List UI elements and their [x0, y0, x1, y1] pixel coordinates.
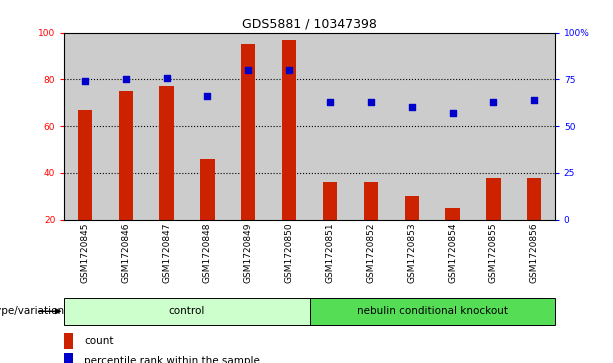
Point [162, 75, 172, 81]
Bar [228, 33, 268, 220]
Bar [200, 159, 215, 220]
Bar [146, 33, 187, 220]
Text: nebulin conditional knockout: nebulin conditional knockout [357, 306, 508, 316]
Point [202, 93, 212, 99]
Bar [323, 182, 337, 220]
Bar [473, 33, 514, 220]
Text: control: control [169, 306, 205, 316]
Bar [405, 196, 419, 220]
Point [366, 99, 376, 105]
Point [80, 78, 89, 84]
Text: percentile rank within the sample: percentile rank within the sample [84, 356, 260, 363]
Bar [527, 178, 541, 220]
Point [530, 97, 539, 103]
Bar [64, 333, 73, 350]
Bar [159, 86, 173, 220]
Point [243, 67, 253, 73]
Bar [64, 353, 73, 363]
Bar [446, 208, 460, 220]
Text: genotype/variation: genotype/variation [0, 306, 64, 316]
Bar [432, 33, 473, 220]
Point [447, 110, 457, 116]
Point [325, 99, 335, 105]
Bar [310, 33, 351, 220]
Bar [351, 33, 391, 220]
Title: GDS5881 / 10347398: GDS5881 / 10347398 [242, 17, 377, 30]
Bar [486, 178, 501, 220]
Bar [118, 91, 133, 220]
Bar [282, 40, 296, 220]
Bar [268, 33, 310, 220]
Bar [310, 298, 555, 325]
Bar [64, 298, 310, 325]
Bar [187, 33, 228, 220]
Bar [514, 33, 555, 220]
Text: count: count [84, 336, 113, 346]
Bar [64, 33, 105, 220]
Bar [391, 33, 432, 220]
Point [284, 67, 294, 73]
Point [121, 77, 131, 82]
Bar [364, 182, 378, 220]
Point [407, 105, 417, 110]
Point [489, 99, 498, 105]
Bar [241, 44, 256, 220]
Bar [105, 33, 146, 220]
Bar [78, 110, 92, 220]
